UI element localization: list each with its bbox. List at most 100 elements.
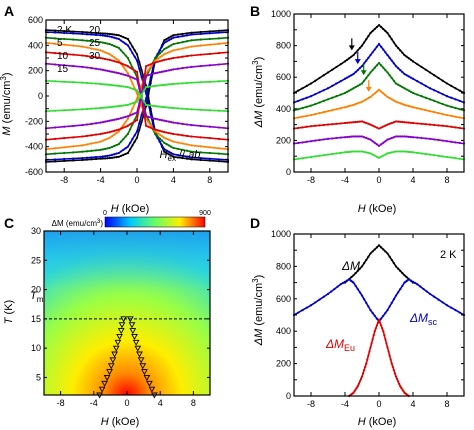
marker [129,328,137,335]
data-point [399,150,402,153]
data-point [397,291,400,294]
data-point [81,54,84,57]
data-point [104,147,107,150]
data-point [367,74,370,77]
data-point [63,64,66,67]
data-point [217,126,220,129]
data-point [72,157,75,160]
data-point [190,135,193,138]
data-point [386,71,389,74]
data-point [318,124,321,127]
data-point [106,35,109,38]
data-point [54,29,57,32]
data-point [113,153,116,156]
data-point [388,122,391,125]
data-point [154,61,157,64]
data-point [437,138,440,142]
data-point [181,156,184,160]
data-point [354,51,357,54]
data-point [176,153,180,157]
data-point [437,76,440,80]
data-point [367,97,370,100]
data-point [199,145,202,148]
data-point [199,64,202,68]
data-point [339,93,342,96]
data-point [373,66,376,69]
data-point [54,63,57,66]
data-point [441,124,444,127]
data-point [356,385,359,388]
data-point [360,135,364,138]
data-point [375,317,378,320]
data-point [346,58,349,61]
data-point [85,31,89,34]
data-point [397,46,400,50]
data-point [185,66,189,69]
data-point [397,150,400,153]
data-point [326,137,330,140]
data-point [397,120,400,123]
data-point [133,101,136,104]
data-point [358,135,361,138]
x-tick-label: 8 [207,175,212,185]
data-point [352,103,355,106]
data-point [409,150,412,154]
data-point [363,41,366,44]
data-point [54,31,57,34]
data-point [365,136,368,140]
data-point [185,123,189,126]
data-point [126,65,129,68]
y-tick-label: 400 [276,104,291,114]
panel-c: C 0 900 ΔM (emu/cm3) -8 -4 0 4 851015202530 … [3,210,211,428]
data-point [445,125,449,128]
data-point [135,70,139,74]
series-2 K [293,24,465,94]
data-point [104,120,107,123]
data-point [140,93,143,96]
data-point [94,31,98,35]
data-point [208,37,211,41]
data-point [190,54,193,57]
data-point [94,48,98,51]
data-point [394,294,398,297]
tm-label: Tm [30,290,44,304]
data-point [358,380,361,383]
data-point [190,158,193,161]
data-point [110,84,114,87]
data-point [138,122,141,125]
y-tick-label: 200 [28,66,43,76]
data-point [110,70,114,73]
x-tick-label: 8 [191,398,196,408]
data-point [392,41,395,44]
data-point [117,143,120,146]
data-point [401,102,404,106]
data-point [400,386,403,389]
data-point [126,44,129,47]
data-point [373,314,376,317]
plot-frame [45,19,229,173]
panel-c-ylabel: T (K) [3,300,15,324]
data-point [115,84,118,87]
data-point [142,89,145,92]
data-point [377,244,381,247]
data-point [185,40,189,43]
data-point [305,156,308,159]
data-point [165,40,168,43]
data-point [420,152,423,155]
data-point [217,51,220,55]
data-point [104,138,107,141]
data-point [124,42,127,45]
data-point [165,149,168,152]
data-point [72,108,75,111]
data-point [384,140,387,143]
data-point [397,267,400,270]
data-point [318,101,321,104]
data-point [411,60,415,63]
data-point [450,96,453,99]
series-up-15 [45,42,229,150]
data-point [54,152,57,155]
data-point [131,102,134,105]
data-point [394,265,398,268]
data-point [335,82,338,85]
data-point [391,365,394,368]
